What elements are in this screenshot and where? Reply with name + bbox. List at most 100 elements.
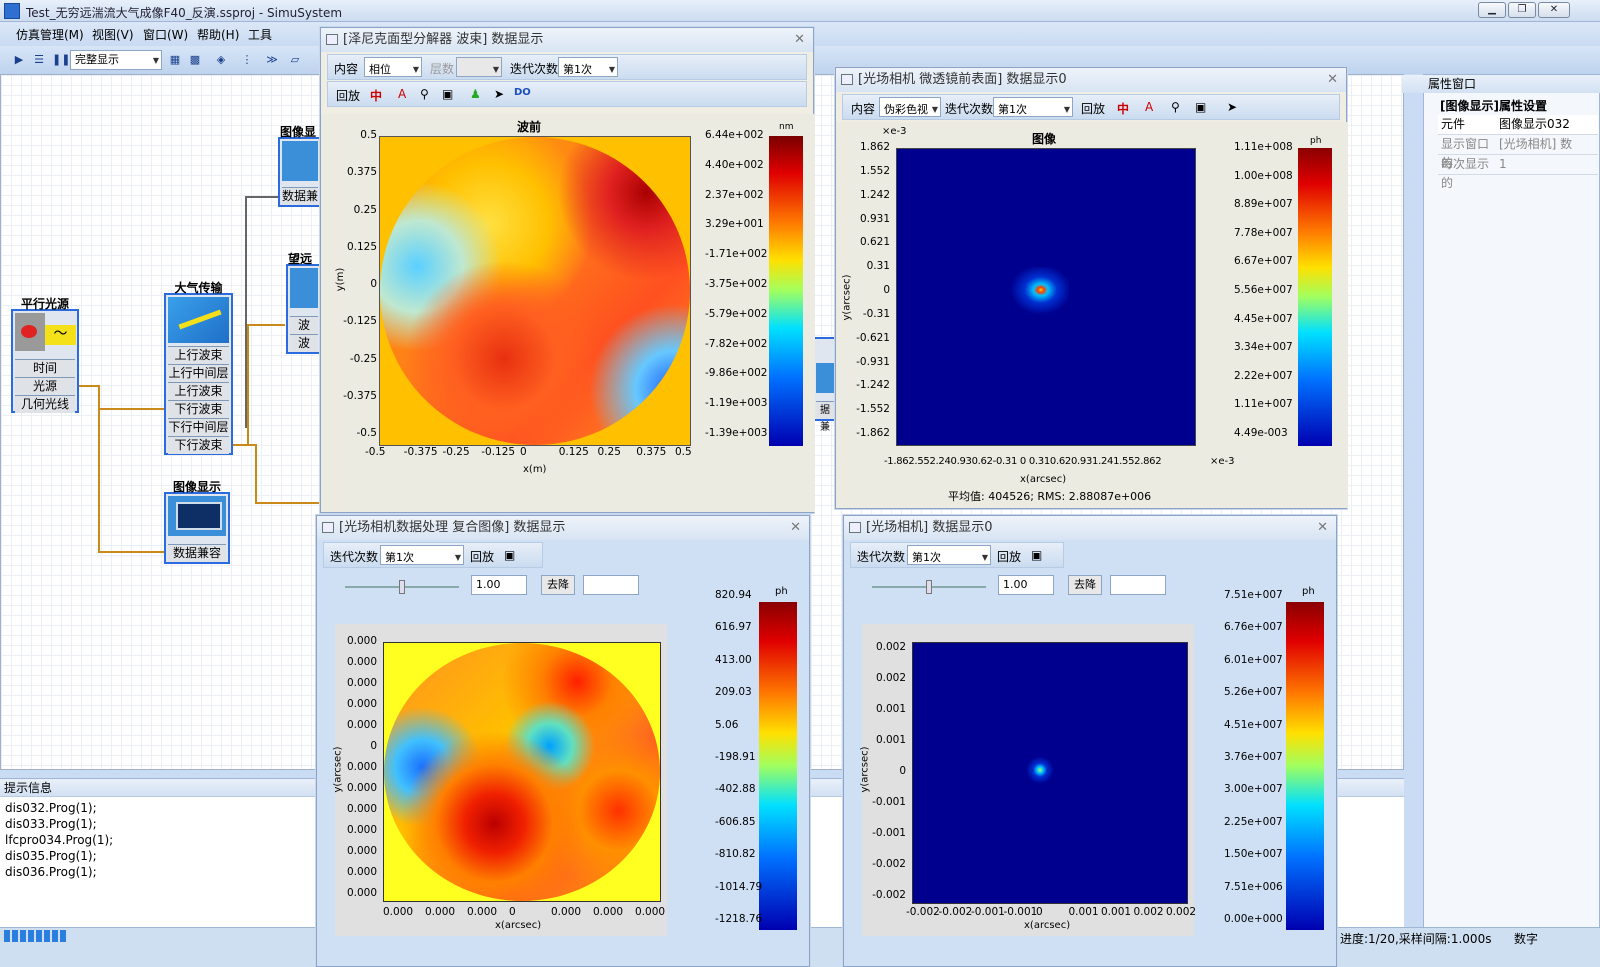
port-up-mid[interactable]: 上行中间层 xyxy=(168,364,229,382)
node-image-display-1[interactable]: 图像显 数据兼 xyxy=(278,125,322,207)
center-icon[interactable]: 中 xyxy=(370,89,383,103)
grid-icon[interactable]: ▩ xyxy=(189,53,201,66)
port-geometry[interactable]: 几何光线 xyxy=(15,395,75,413)
slider-track[interactable] xyxy=(872,580,986,594)
colorbar-tick: -9.86e+002 xyxy=(705,367,768,380)
layer-select[interactable]: ▼ xyxy=(456,57,502,77)
iter-value: 第1次 xyxy=(385,551,414,564)
node-atmosphere[interactable]: 大气传输 上行波束 上行中间层 上行波束 下行波束 下行中间层 下行波束 xyxy=(164,281,233,455)
display-mode-select[interactable]: 完整显示 ▼ xyxy=(70,50,162,70)
menu-tools[interactable]: 工具 xyxy=(248,28,273,42)
pointer-icon[interactable]: ➤ xyxy=(494,87,505,101)
forward-icon[interactable]: ≫ xyxy=(266,53,278,66)
content-value: 伪彩色视 xyxy=(884,103,928,116)
playback-label[interactable]: 回放 xyxy=(470,550,495,564)
y-tick-label: 0.5 xyxy=(360,129,377,141)
slider-track[interactable] xyxy=(345,580,459,594)
menu-simulation[interactable]: 仿真管理(M) xyxy=(16,28,84,42)
person-icon[interactable]: ♟ xyxy=(470,87,481,101)
x-tick-label: 0.000 xyxy=(467,906,498,918)
denoise-input[interactable] xyxy=(1110,575,1166,595)
close-icon[interactable]: ✕ xyxy=(794,32,805,47)
denoise-button[interactable]: 去降 xyxy=(1068,575,1102,595)
port-up-beam[interactable]: 上行波束 xyxy=(168,346,229,364)
maximize-button[interactable]: ❐ xyxy=(1508,2,1536,18)
playback-label[interactable]: 回放 xyxy=(997,550,1022,564)
y-tick-label: -0.931 xyxy=(856,355,890,368)
text-icon[interactable]: A xyxy=(1145,100,1154,114)
y-tick-label: -0.002 xyxy=(872,889,906,901)
port-wave-1[interactable]: 波 xyxy=(290,316,318,334)
playback-label[interactable]: 回放 xyxy=(336,89,361,103)
minimize-button[interactable]: ▁ xyxy=(1478,2,1506,18)
play-icon[interactable]: ▶ xyxy=(14,53,24,66)
menu-window[interactable]: 窗口(W) xyxy=(143,28,189,42)
pointer-icon[interactable]: ➤ xyxy=(1227,100,1238,114)
node-telescope[interactable]: 望远 波 波 xyxy=(286,252,322,354)
denoise-input[interactable] xyxy=(583,575,639,595)
port-data-compat[interactable]: 数据兼容 xyxy=(168,544,226,562)
menu-help[interactable]: 帮助(H) xyxy=(197,28,240,42)
colorbar-tick: 1.00e+008 xyxy=(1234,169,1293,182)
text-icon[interactable]: A xyxy=(398,87,407,101)
colorbar xyxy=(769,136,803,446)
node-image-display-partial[interactable]: 据兼 xyxy=(812,337,838,433)
graph-icon[interactable]: ◈ xyxy=(216,53,226,66)
scale-input[interactable]: 1.00 xyxy=(998,575,1054,595)
port-wave-2[interactable]: 波 xyxy=(290,334,318,352)
node-parallel-light[interactable]: 平行光源 〜 时间 光源 几何光线 xyxy=(11,297,79,413)
node-image-display-2[interactable]: 图像显示 数据兼容 xyxy=(164,480,230,564)
colorbar-tick: 7.78e+007 xyxy=(1234,226,1293,239)
iter-select[interactable]: 第1次 ▼ xyxy=(993,97,1073,117)
playback-label[interactable]: 回放 xyxy=(1081,102,1106,116)
tree-icon[interactable]: ⋮ xyxy=(241,53,253,66)
save-icon[interactable]: ▣ xyxy=(1195,100,1207,114)
pin-icon[interactable]: ⚲ xyxy=(1171,100,1180,114)
content-select[interactable]: 相位 ▼ xyxy=(364,57,422,77)
colorbar-tick: 413.00 xyxy=(715,653,752,666)
save-icon[interactable]: ▣ xyxy=(504,548,516,562)
window-lf-front[interactable]: [光场相机 微透镜前表面] 数据显示0 ✕ 内容 伪彩色视 ▼ 迭代次数 第1次 ▼ … xyxy=(835,67,1348,509)
iter-select[interactable]: 第1次 ▼ xyxy=(380,545,464,565)
save-icon[interactable]: ▣ xyxy=(442,87,454,101)
port-data[interactable]: 数据兼 xyxy=(282,187,319,205)
monitor-icon xyxy=(816,363,834,393)
chart-icon[interactable]: ▦ xyxy=(169,53,181,66)
window-lf-processing[interactable]: [光场相机数据处理 复合图像] 数据显示 ✕ 迭代次数 第1次 ▼ 回放 ▣ 1.0… xyxy=(316,515,810,967)
port-down-beam-2[interactable]: 下行波束 xyxy=(168,436,229,454)
port-down-beam[interactable]: 下行波束 xyxy=(168,400,229,418)
step-icon[interactable]: ☰ xyxy=(34,53,44,66)
window-lf[interactable]: [光场相机] 数据显示0 ✕ 迭代次数 第1次 ▼ 回放 ▣ 1.00 去降 x(a… xyxy=(843,515,1337,967)
prop-value[interactable]: 1 xyxy=(1496,155,1598,175)
slider-thumb[interactable] xyxy=(399,580,405,594)
port-light[interactable]: 光源 xyxy=(15,377,75,395)
menu-view[interactable]: 视图(V) xyxy=(92,28,134,42)
window-zernike[interactable]: [泽尼克面型分解器 波束] 数据显示 ✕ 内容 相位 ▼ 层数 ▼ 迭代次数 第1次… xyxy=(320,27,815,513)
iter-select[interactable]: 第1次 ▼ xyxy=(907,545,991,565)
port-up-beam-2[interactable]: 上行波束 xyxy=(168,382,229,400)
center-icon[interactable]: 中 xyxy=(1117,102,1130,116)
port-time[interactable]: 时间 xyxy=(15,359,75,377)
close-button[interactable]: ✕ xyxy=(1538,2,1570,18)
save-icon[interactable]: ▣ xyxy=(1031,548,1043,562)
content-select[interactable]: 伪彩色视 ▼ xyxy=(879,97,941,117)
prop-value[interactable]: 图像显示032 xyxy=(1496,115,1598,135)
prop-value[interactable]: [光场相机] 数 xyxy=(1496,135,1598,155)
do-label[interactable]: DO xyxy=(514,87,531,98)
close-icon[interactable]: ✕ xyxy=(1317,520,1328,535)
pause-icon[interactable]: ❚❚ xyxy=(52,53,71,66)
port-down-mid[interactable]: 下行中间层 xyxy=(168,418,229,436)
iter-select[interactable]: 第1次 ▼ xyxy=(558,57,618,77)
close-icon[interactable]: ✕ xyxy=(790,520,801,535)
frame-icon[interactable]: ▱ xyxy=(290,53,300,66)
port-data[interactable]: 据兼 xyxy=(816,401,834,433)
x-ticks: -1.862.552.240.930.62-0.31 0 0.310.620.9… xyxy=(884,456,1162,467)
pin-icon[interactable]: ⚲ xyxy=(420,87,429,101)
y-tick-label: -0.002 xyxy=(872,858,906,870)
x-tick-label: 0.375 xyxy=(636,446,667,458)
denoise-button[interactable]: 去降 xyxy=(541,575,575,595)
close-icon[interactable]: ✕ xyxy=(1327,72,1338,87)
slider-thumb[interactable] xyxy=(926,580,932,594)
x-tick-label: 0.000 xyxy=(551,906,582,918)
scale-input[interactable]: 1.00 xyxy=(471,575,527,595)
